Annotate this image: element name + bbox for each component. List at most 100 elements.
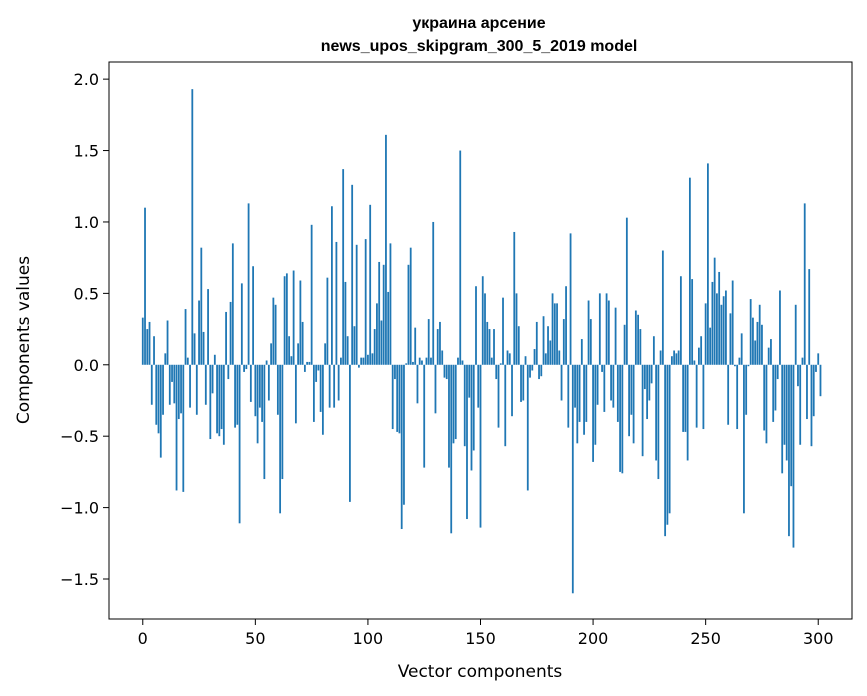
bar-16 <box>177 364 180 420</box>
bar-149 <box>477 364 480 408</box>
bar-165 <box>513 231 516 365</box>
bar-150 <box>479 364 482 528</box>
bar-147 <box>472 364 475 451</box>
bar-61 <box>279 364 282 514</box>
bar-232 <box>664 364 667 537</box>
bar-288 <box>790 364 793 487</box>
x-tick-label: 250 <box>690 629 721 648</box>
bar-216 <box>628 364 630 437</box>
x-tick-label: 200 <box>578 629 609 648</box>
bar-76 <box>312 364 315 422</box>
bar-176 <box>538 364 540 380</box>
bar-194 <box>578 364 581 422</box>
bar-207 <box>607 300 610 365</box>
bar-101 <box>369 204 372 365</box>
bar-187 <box>562 319 565 365</box>
bar-203 <box>598 293 601 365</box>
bar-214 <box>623 324 626 365</box>
bar-78 <box>317 364 320 371</box>
bar-204 <box>601 364 603 372</box>
bar-48 <box>249 364 252 402</box>
bar-243 <box>688 177 691 365</box>
bar-299 <box>815 364 817 372</box>
bar-84 <box>331 206 333 365</box>
bar-197 <box>585 364 588 422</box>
bar-262 <box>731 280 734 365</box>
bar-114 <box>398 364 401 434</box>
bar-234 <box>668 364 671 514</box>
bar-154 <box>488 329 491 365</box>
bar-158 <box>497 364 500 428</box>
bar-92 <box>349 364 351 502</box>
bar-140 <box>457 357 459 365</box>
bar-123 <box>418 357 421 365</box>
bar-251 <box>707 163 709 365</box>
bar-266 <box>740 333 743 365</box>
bar-240 <box>682 364 685 432</box>
bar-12 <box>168 364 171 405</box>
bar-276 <box>763 364 766 431</box>
bar-182 <box>551 293 554 365</box>
bar-233 <box>666 364 669 525</box>
bar-254 <box>713 257 716 365</box>
y-tick-label: 1.5 <box>74 142 99 161</box>
bar-64 <box>285 273 288 365</box>
bar-248 <box>700 336 703 365</box>
bar-113 <box>396 364 399 432</box>
bar-178 <box>542 316 545 365</box>
bar-177 <box>540 364 543 377</box>
bar-144 <box>466 364 468 520</box>
bar-90 <box>344 281 347 365</box>
bar-260 <box>727 364 730 425</box>
bar-103 <box>373 329 376 365</box>
bar-135 <box>445 364 448 380</box>
bar-219 <box>634 310 637 365</box>
bar-244 <box>691 279 694 365</box>
bar-215 <box>625 217 628 365</box>
bar-208 <box>610 364 612 401</box>
bar-133 <box>441 350 444 365</box>
bar-131 <box>436 329 439 365</box>
bar-285 <box>783 364 786 445</box>
bar-246 <box>695 364 698 428</box>
bar-98 <box>362 357 365 365</box>
bar-129 <box>432 221 435 365</box>
y-tick-label: 0.5 <box>74 284 99 303</box>
bar-95 <box>355 244 358 365</box>
bar-71 <box>301 321 304 365</box>
bar-65 <box>288 336 291 365</box>
bar-20 <box>186 357 189 365</box>
bar-46 <box>245 364 248 370</box>
bar-295 <box>806 364 808 420</box>
bar-241 <box>684 364 687 432</box>
bar-89 <box>342 169 345 365</box>
bar-74 <box>308 361 311 365</box>
bar-226 <box>650 364 653 384</box>
bar-134 <box>443 364 446 378</box>
bar-27 <box>202 331 205 365</box>
bar-286 <box>785 364 788 461</box>
bar-59 <box>274 304 277 365</box>
bar-17 <box>180 364 182 414</box>
bar-43 <box>238 364 241 524</box>
bar-68 <box>294 364 297 424</box>
bar-195 <box>580 339 583 365</box>
bar-146 <box>470 364 473 471</box>
bar-273 <box>756 321 759 365</box>
bar-298 <box>812 364 815 417</box>
bar-80 <box>321 364 324 435</box>
bar-39 <box>229 301 232 365</box>
bar-127 <box>427 319 430 365</box>
bar-41 <box>234 364 236 428</box>
bar-277 <box>765 364 768 444</box>
y-tick-label: 1.0 <box>74 213 99 232</box>
bar-213 <box>621 364 624 474</box>
bar-162 <box>506 350 509 365</box>
bar-257 <box>720 304 723 365</box>
bar-14 <box>173 364 176 404</box>
bar-58 <box>272 297 275 365</box>
bar-287 <box>788 364 790 537</box>
bar-126 <box>425 357 428 365</box>
bar-280 <box>772 364 775 422</box>
bar-180 <box>547 326 549 365</box>
